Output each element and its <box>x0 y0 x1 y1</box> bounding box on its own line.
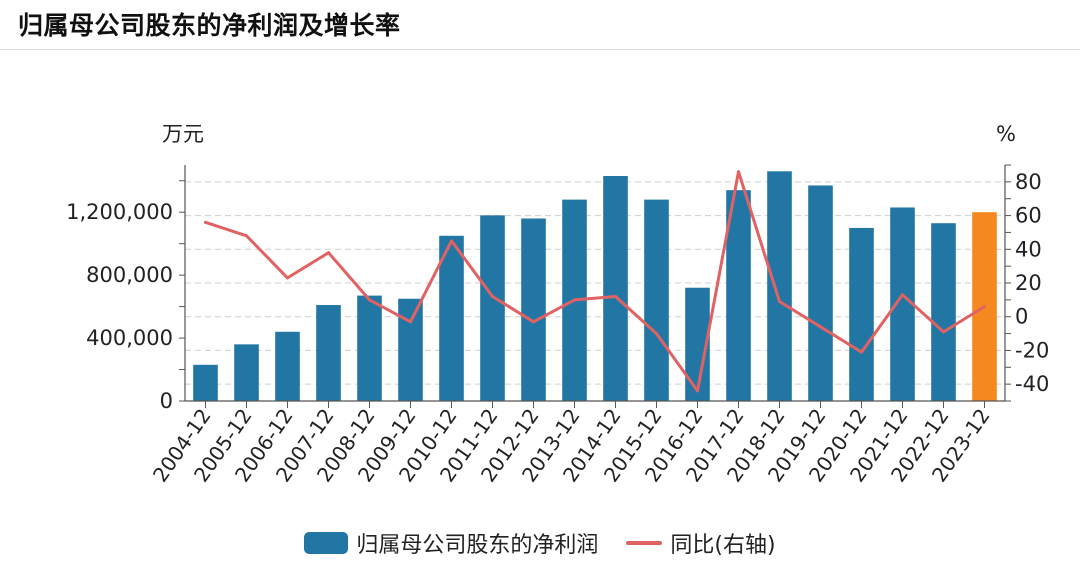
left-axis-unit: 万元 <box>162 122 204 146</box>
bar-2008-12 <box>357 295 382 401</box>
bar-series <box>193 171 997 401</box>
bar-2004-12 <box>193 364 218 401</box>
left-tick-label: 800,000 <box>86 263 173 287</box>
yoy-point-2014-12 <box>614 294 617 298</box>
yoy-point-2018-12 <box>778 300 781 304</box>
right-tick-label: 20 <box>1015 271 1042 295</box>
bar-2020-12 <box>849 227 874 401</box>
bar-2007-12 <box>316 305 341 401</box>
bar-2005-12 <box>234 344 259 401</box>
yoy-point-2020-12 <box>860 350 863 354</box>
legend: 归属母公司股东的净利润 同比(右轴) <box>0 527 1080 559</box>
right-tick-label: 0 <box>1015 305 1028 329</box>
yoy-point-2010-12 <box>450 239 453 243</box>
yoy-point-2019-12 <box>819 325 822 329</box>
bar-2017-12 <box>726 190 751 401</box>
yoy-point-2004-12 <box>204 220 207 224</box>
right-tick-label: 40 <box>1015 237 1042 261</box>
yoy-point-2012-12 <box>532 320 535 324</box>
yoy-point-2015-12 <box>655 332 658 336</box>
yoy-point-2017-12 <box>737 170 740 174</box>
yoy-point-2022-12 <box>942 330 945 334</box>
left-tick-label: 1,200,000 <box>66 200 173 224</box>
line-series <box>204 170 986 393</box>
yoy-point-2006-12 <box>286 276 289 280</box>
legend-label-net-profit: 归属母公司股东的净利润 <box>356 533 599 558</box>
bar-2022-12 <box>931 223 956 401</box>
yoy-point-2007-12 <box>327 251 330 255</box>
left-tick-label: 400,000 <box>86 326 173 350</box>
bar-2015-12 <box>644 199 669 401</box>
right-tick-label: -40 <box>1015 372 1049 396</box>
yoy-line <box>204 170 986 393</box>
chart-title: 归属母公司股东的净利润及增长率 <box>18 11 401 40</box>
right-axis-unit: % <box>996 122 1016 146</box>
legend-item-yoy[interactable]: 同比(右轴) <box>626 527 776 559</box>
bar-2019-12 <box>808 185 833 401</box>
yoy-point-2013-12 <box>573 298 576 302</box>
yoy-point-2016-12 <box>696 389 699 393</box>
yoy-point-2011-12 <box>491 294 494 298</box>
bar-2014-12 <box>603 176 628 401</box>
bar-2009-12 <box>398 298 423 401</box>
bar-2012-12 <box>521 218 546 401</box>
legend-swatch-bar <box>304 532 349 554</box>
yoy-point-2008-12 <box>368 298 371 302</box>
legend-swatch-line <box>626 541 663 545</box>
bar-2011-12 <box>480 215 505 401</box>
yoy-point-2009-12 <box>409 320 412 324</box>
bar-2006-12 <box>275 331 300 401</box>
grid-lines <box>185 181 1005 385</box>
title-divider <box>0 49 1080 50</box>
left-tick-label: 0 <box>160 389 173 413</box>
right-tick-label: 60 <box>1015 204 1042 228</box>
right-tick-label: 80 <box>1015 170 1042 194</box>
legend-label-yoy: 同比(右轴) <box>670 533 776 558</box>
right-tick-label: -20 <box>1015 338 1049 362</box>
bar-2018-12 <box>767 171 792 401</box>
bar-2010-12 <box>439 235 464 401</box>
yoy-point-2005-12 <box>245 234 248 238</box>
yoy-point-2021-12 <box>901 293 904 297</box>
legend-item-net-profit[interactable]: 归属母公司股东的净利润 <box>304 527 598 559</box>
yoy-point-2023-12 <box>983 305 986 309</box>
